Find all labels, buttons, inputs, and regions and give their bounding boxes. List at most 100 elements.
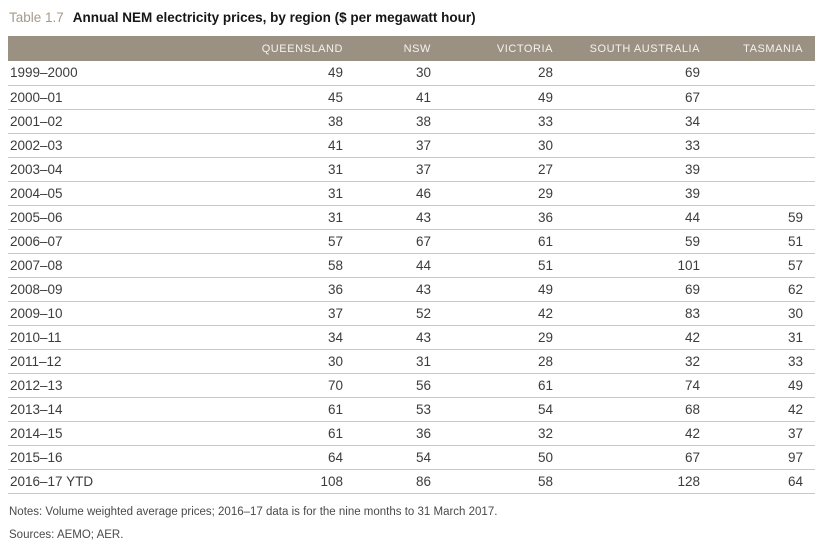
- price-cell: 44: [355, 253, 443, 278]
- price-cell: 42: [565, 421, 712, 446]
- price-cell: 67: [355, 229, 443, 254]
- price-cell: 108: [250, 469, 355, 494]
- price-cell: 31: [712, 325, 815, 350]
- price-cell: 43: [355, 205, 443, 230]
- price-cell: 41: [355, 85, 443, 110]
- price-cell: 37: [250, 301, 355, 326]
- price-cell: 70: [250, 373, 355, 398]
- price-cell: 128: [565, 469, 712, 494]
- price-cell: 37: [712, 421, 815, 446]
- table-sources: Sources: AEMO; AER.: [9, 529, 124, 542]
- price-cell: 29: [443, 181, 565, 206]
- table-row: 2009–10 37 52 42 83 30: [8, 301, 815, 326]
- row-label: 2001–02: [8, 109, 250, 134]
- prices-table: QUEENSLAND NSW VICTORIA SOUTH AUSTRALIA TASM…: [8, 36, 815, 494]
- price-cell: [712, 61, 815, 86]
- price-cell: 43: [355, 277, 443, 302]
- price-cell: 46: [355, 181, 443, 206]
- price-cell: 39: [565, 181, 712, 206]
- table-row: 2010–11 34 43 29 42 31: [8, 325, 815, 350]
- price-cell: 32: [443, 421, 565, 446]
- price-cell: 28: [443, 349, 565, 374]
- price-cell: 67: [565, 445, 712, 470]
- price-cell: 31: [250, 157, 355, 182]
- table-caption: Annual NEM electricity prices, by region…: [72, 10, 476, 25]
- price-cell: 59: [565, 229, 712, 254]
- price-cell: 39: [565, 157, 712, 182]
- price-cell: 43: [355, 325, 443, 350]
- price-cell: 68: [565, 397, 712, 422]
- price-cell: 67: [565, 85, 712, 110]
- row-label: 2011–12: [8, 349, 250, 374]
- price-cell: 74: [565, 373, 712, 398]
- row-label: 2012–13: [8, 373, 250, 398]
- table-row: 2002–03 41 37 30 33: [8, 133, 815, 158]
- price-cell: 30: [443, 133, 565, 158]
- row-label: 2005–06: [8, 205, 250, 230]
- price-cell: [712, 133, 815, 158]
- price-cell: [712, 181, 815, 206]
- price-cell: 30: [250, 349, 355, 374]
- row-label: 2000–01: [8, 85, 250, 110]
- price-cell: 45: [250, 85, 355, 110]
- price-cell: 86: [355, 469, 443, 494]
- table-row: 2000–01 45 41 49 67: [8, 85, 815, 110]
- table-header: QUEENSLAND NSW VICTORIA SOUTH AUSTRALIA TASM…: [8, 36, 815, 62]
- table-row: 2004–05 31 46 29 39: [8, 181, 815, 206]
- price-cell: 61: [443, 373, 565, 398]
- table-body: 1999–2000 49 30 28 69 2000–01 45 41 49 67 2001–02 3…: [8, 61, 815, 494]
- price-cell: 52: [355, 301, 443, 326]
- price-cell: 36: [443, 205, 565, 230]
- price-cell: 33: [443, 109, 565, 134]
- price-cell: 38: [250, 109, 355, 134]
- price-cell: 32: [565, 349, 712, 374]
- table-row: 2001–02 38 38 33 34: [8, 109, 815, 134]
- table-title: Table 1.7 Annual NEM electricity prices,…: [8, 6, 815, 36]
- row-label: 2004–05: [8, 181, 250, 206]
- column-header-year: [8, 36, 250, 62]
- price-cell: 42: [565, 325, 712, 350]
- price-cell: 59: [712, 205, 815, 230]
- price-cell: 57: [712, 253, 815, 278]
- table-row: 1999–2000 49 30 28 69: [8, 61, 815, 86]
- row-label: 2016–17 YTD: [8, 469, 250, 494]
- price-cell: 34: [565, 109, 712, 134]
- table-number-label: Table 1.7: [9, 10, 64, 25]
- table-row: 2006–07 57 67 61 59 51: [8, 229, 815, 254]
- price-cell: 30: [712, 301, 815, 326]
- price-cell: 31: [250, 205, 355, 230]
- row-label: 2010–11: [8, 325, 250, 350]
- price-cell: [712, 85, 815, 110]
- price-cell: 38: [355, 109, 443, 134]
- table-notes: Notes: Volume weighted average prices; 2…: [9, 505, 498, 518]
- price-cell: 42: [712, 397, 815, 422]
- price-cell: 97: [712, 445, 815, 470]
- table-row: 2003–04 31 37 27 39: [8, 157, 815, 182]
- price-cell: 36: [355, 421, 443, 446]
- row-label: 2002–03: [8, 133, 250, 158]
- price-cell: 49: [443, 85, 565, 110]
- column-header-tasmania: TASMANIA: [712, 36, 815, 62]
- row-label: 2006–07: [8, 229, 250, 254]
- price-cell: 27: [443, 157, 565, 182]
- table-row: 2011–12 30 31 28 32 33: [8, 349, 815, 374]
- price-cell: 49: [443, 277, 565, 302]
- price-cell: 69: [565, 61, 712, 86]
- row-label: 2009–10: [8, 301, 250, 326]
- price-cell: 54: [443, 397, 565, 422]
- price-cell: 49: [712, 373, 815, 398]
- row-label: 2015–16: [8, 445, 250, 470]
- price-cell: 31: [355, 349, 443, 374]
- table-row: 2012–13 70 56 61 74 49: [8, 373, 815, 398]
- price-cell: 57: [250, 229, 355, 254]
- header-row: QUEENSLAND NSW VICTORIA SOUTH AUSTRALIA TASM…: [8, 36, 815, 62]
- price-cell: [712, 109, 815, 134]
- price-cell: 30: [355, 61, 443, 86]
- price-cell: 44: [565, 205, 712, 230]
- price-cell: 58: [443, 469, 565, 494]
- row-label: 2007–08: [8, 253, 250, 278]
- price-cell: 37: [355, 157, 443, 182]
- table-row: 2015–16 64 54 50 67 97: [8, 445, 815, 470]
- row-label: 2014–15: [8, 421, 250, 446]
- price-cell: 64: [712, 469, 815, 494]
